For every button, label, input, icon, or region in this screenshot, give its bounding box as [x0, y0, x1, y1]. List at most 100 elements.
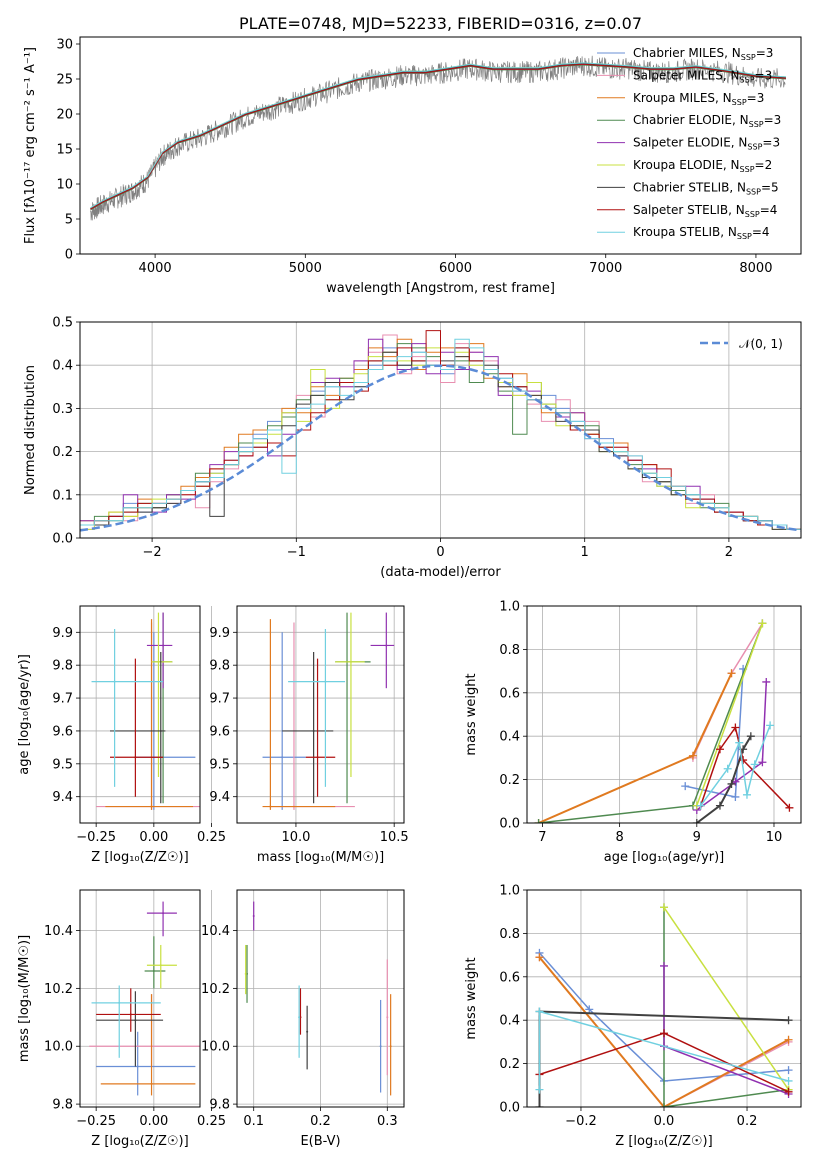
legend-subscript: SSP	[740, 165, 755, 174]
residuals-plot-area	[80, 330, 801, 532]
legend-subscript: SSP	[749, 120, 764, 129]
legend-label: Chabrier MILES, N	[633, 46, 741, 60]
mass-weight-vs-Z-ytick-label: 0.8	[499, 927, 520, 942]
weight-marker	[585, 1005, 594, 1014]
mass-weight-vs-age-xtick-label: 10	[766, 830, 783, 845]
legend-nssp: =2	[755, 158, 773, 172]
mass-vs-ebv-ytick-label: 10.4	[201, 924, 230, 939]
weight-marker	[535, 953, 544, 962]
legend-entry: Kroupa STELIB, NSSP=4	[633, 225, 770, 241]
residuals-xtick-label: 0	[436, 545, 444, 560]
mass-weight-vs-Z-ytick-label: 0.0	[499, 1101, 520, 1116]
spectrum-xtick-label: 8000	[739, 261, 772, 276]
weight-marker	[731, 723, 740, 732]
mass-vs-ebv-frame	[236, 889, 405, 1108]
weight-line-7	[699, 725, 790, 809]
weight-line-8	[700, 725, 771, 807]
weight-marker	[660, 1029, 668, 1038]
weight-marker	[785, 803, 794, 812]
data-point	[349, 660, 352, 663]
residuals-xtick-label: 2	[725, 545, 733, 560]
legend-nssp: =3	[764, 113, 782, 127]
age-vs-Z-xtick-label: −0.25	[76, 830, 116, 845]
mass-weight-vs-Z-ytick-label: 0.4	[499, 1014, 520, 1029]
legend-subscript: SSP	[737, 232, 752, 241]
data-point	[136, 1065, 139, 1068]
data-point	[134, 756, 137, 759]
residuals-ytick-label: 0.0	[52, 532, 73, 547]
age-vs-Z-ytick-label: 9.6	[52, 724, 73, 739]
weight-marker	[784, 1076, 793, 1085]
mass-weight-vs-age-ytick-label: 0.6	[499, 686, 520, 701]
weight-line-5	[696, 623, 764, 806]
mass-vs-Z-ytick-label: 9.8	[52, 1098, 73, 1113]
age-vs-Z-plot-area	[91, 612, 200, 810]
residuals-ytick-label: 0.1	[52, 488, 73, 503]
mass-vs-Z-frame	[79, 889, 201, 1108]
spectrum-ytick-label: 0	[65, 248, 73, 263]
age-vs-mass-ytick-label: 9.4	[209, 790, 230, 805]
data-point	[298, 1016, 301, 1019]
mass-weight-vs-Z-xtick-label: −0.2	[565, 1114, 597, 1129]
spectrum-ylabel: Flux [fλ10⁻¹⁷ erg cm⁻² s⁻¹ A⁻¹]	[23, 47, 38, 244]
observed-spectrum	[90, 55, 786, 221]
legend-nssp: =3	[756, 46, 774, 60]
spectrum-xtick-label: 4000	[139, 261, 172, 276]
spectrum-ytick-label: 20	[56, 108, 73, 123]
weight-marker	[731, 792, 740, 801]
age-vs-Z-axes: −0.25 0.00 0.25 9.4 9.5 9.6 9.7 9.8 9.9 Z [log₁₀(…	[17, 605, 226, 865]
weight-marker	[535, 1085, 544, 1094]
spectrum-ytick-label: 25	[56, 73, 73, 88]
mass-weight-vs-Z-ytick-label: 0.2	[499, 1057, 520, 1072]
weight-marker	[784, 1035, 793, 1044]
mass-vs-Z-xtick-label: 0.00	[139, 1114, 168, 1129]
weight-marker	[660, 1103, 668, 1107]
age-vs-mass-ytick-label: 9.9	[209, 626, 230, 641]
weight-marker	[758, 758, 767, 767]
legend-entry: Salpeter ELODIE, NSSP=3	[633, 136, 780, 152]
mass-vs-ebv-ytick-label: 10.2	[201, 982, 230, 997]
age-vs-Z-ytick-label: 9.8	[52, 659, 73, 674]
weight-marker	[715, 801, 724, 810]
spectrum-axes: 4000 5000 6000 7000 8000 0 5 10 15 20 25 30 waveleng…	[23, 14, 802, 296]
age-vs-mass-ytick-label: 9.8	[209, 659, 230, 674]
mass-weight-vs-age-ylabel: mass weight	[464, 673, 479, 755]
mass-vs-ebv-plot-area	[244, 901, 392, 1096]
residuals-xtick-label: −2	[143, 545, 162, 560]
mass-vs-Z-axes: −0.25 0.00 0.25 9.8 10.0 10.2 10.4 Z [log₁₀(Z/Z…	[17, 889, 226, 1149]
weight-marker	[766, 721, 775, 730]
legend-nssp: =5	[761, 180, 779, 194]
age-vs-Z-frame	[79, 605, 201, 824]
mass-vs-Z-xtick-label: −0.25	[76, 1114, 116, 1129]
mass-vs-Z-plot-area	[89, 901, 200, 1096]
data-point	[113, 680, 116, 683]
residuals-ylabel: Normed distribution	[23, 365, 38, 495]
age-vs-mass-ytick-label: 9.6	[209, 724, 230, 739]
weight-marker	[784, 1087, 793, 1096]
data-point	[129, 1013, 132, 1016]
data-point	[152, 970, 155, 973]
weight-line-3	[538, 623, 764, 823]
age-vs-mass-xtick-label: 10.0	[281, 830, 310, 845]
data-point	[306, 1030, 309, 1033]
weight-line-4	[696, 681, 768, 811]
legend-subscript: SSP	[740, 75, 755, 84]
age-vs-Z-ytick-label: 9.9	[52, 626, 73, 641]
residuals-ytick-label: 0.3	[52, 402, 73, 417]
data-point	[385, 644, 388, 647]
weight-marker	[762, 677, 771, 686]
legend-subscript: SSP	[732, 98, 747, 107]
mass-vs-ebv-ytick-label: 10.0	[201, 1040, 230, 1055]
residuals-frame	[79, 321, 802, 539]
histogram-7	[80, 330, 801, 530]
mass-vs-Z-ytick-label: 10.2	[44, 982, 73, 997]
data-point	[159, 964, 162, 967]
weight-marker	[758, 619, 767, 628]
normal-curve	[80, 364, 801, 532]
mass-weight-vs-Z-ytick-label: 1.0	[499, 884, 520, 899]
data-point	[316, 756, 319, 759]
age-vs-mass-axes: 10.0 10.5 9.4 9.5 9.6 9.7 9.8 9.9 mass [log₁₀(M/…	[209, 605, 409, 865]
legend-label: Chabrier STELIB, N	[633, 180, 746, 194]
age-vs-mass-xtick-label: 10.5	[380, 830, 409, 845]
weight-marker	[535, 1103, 544, 1107]
